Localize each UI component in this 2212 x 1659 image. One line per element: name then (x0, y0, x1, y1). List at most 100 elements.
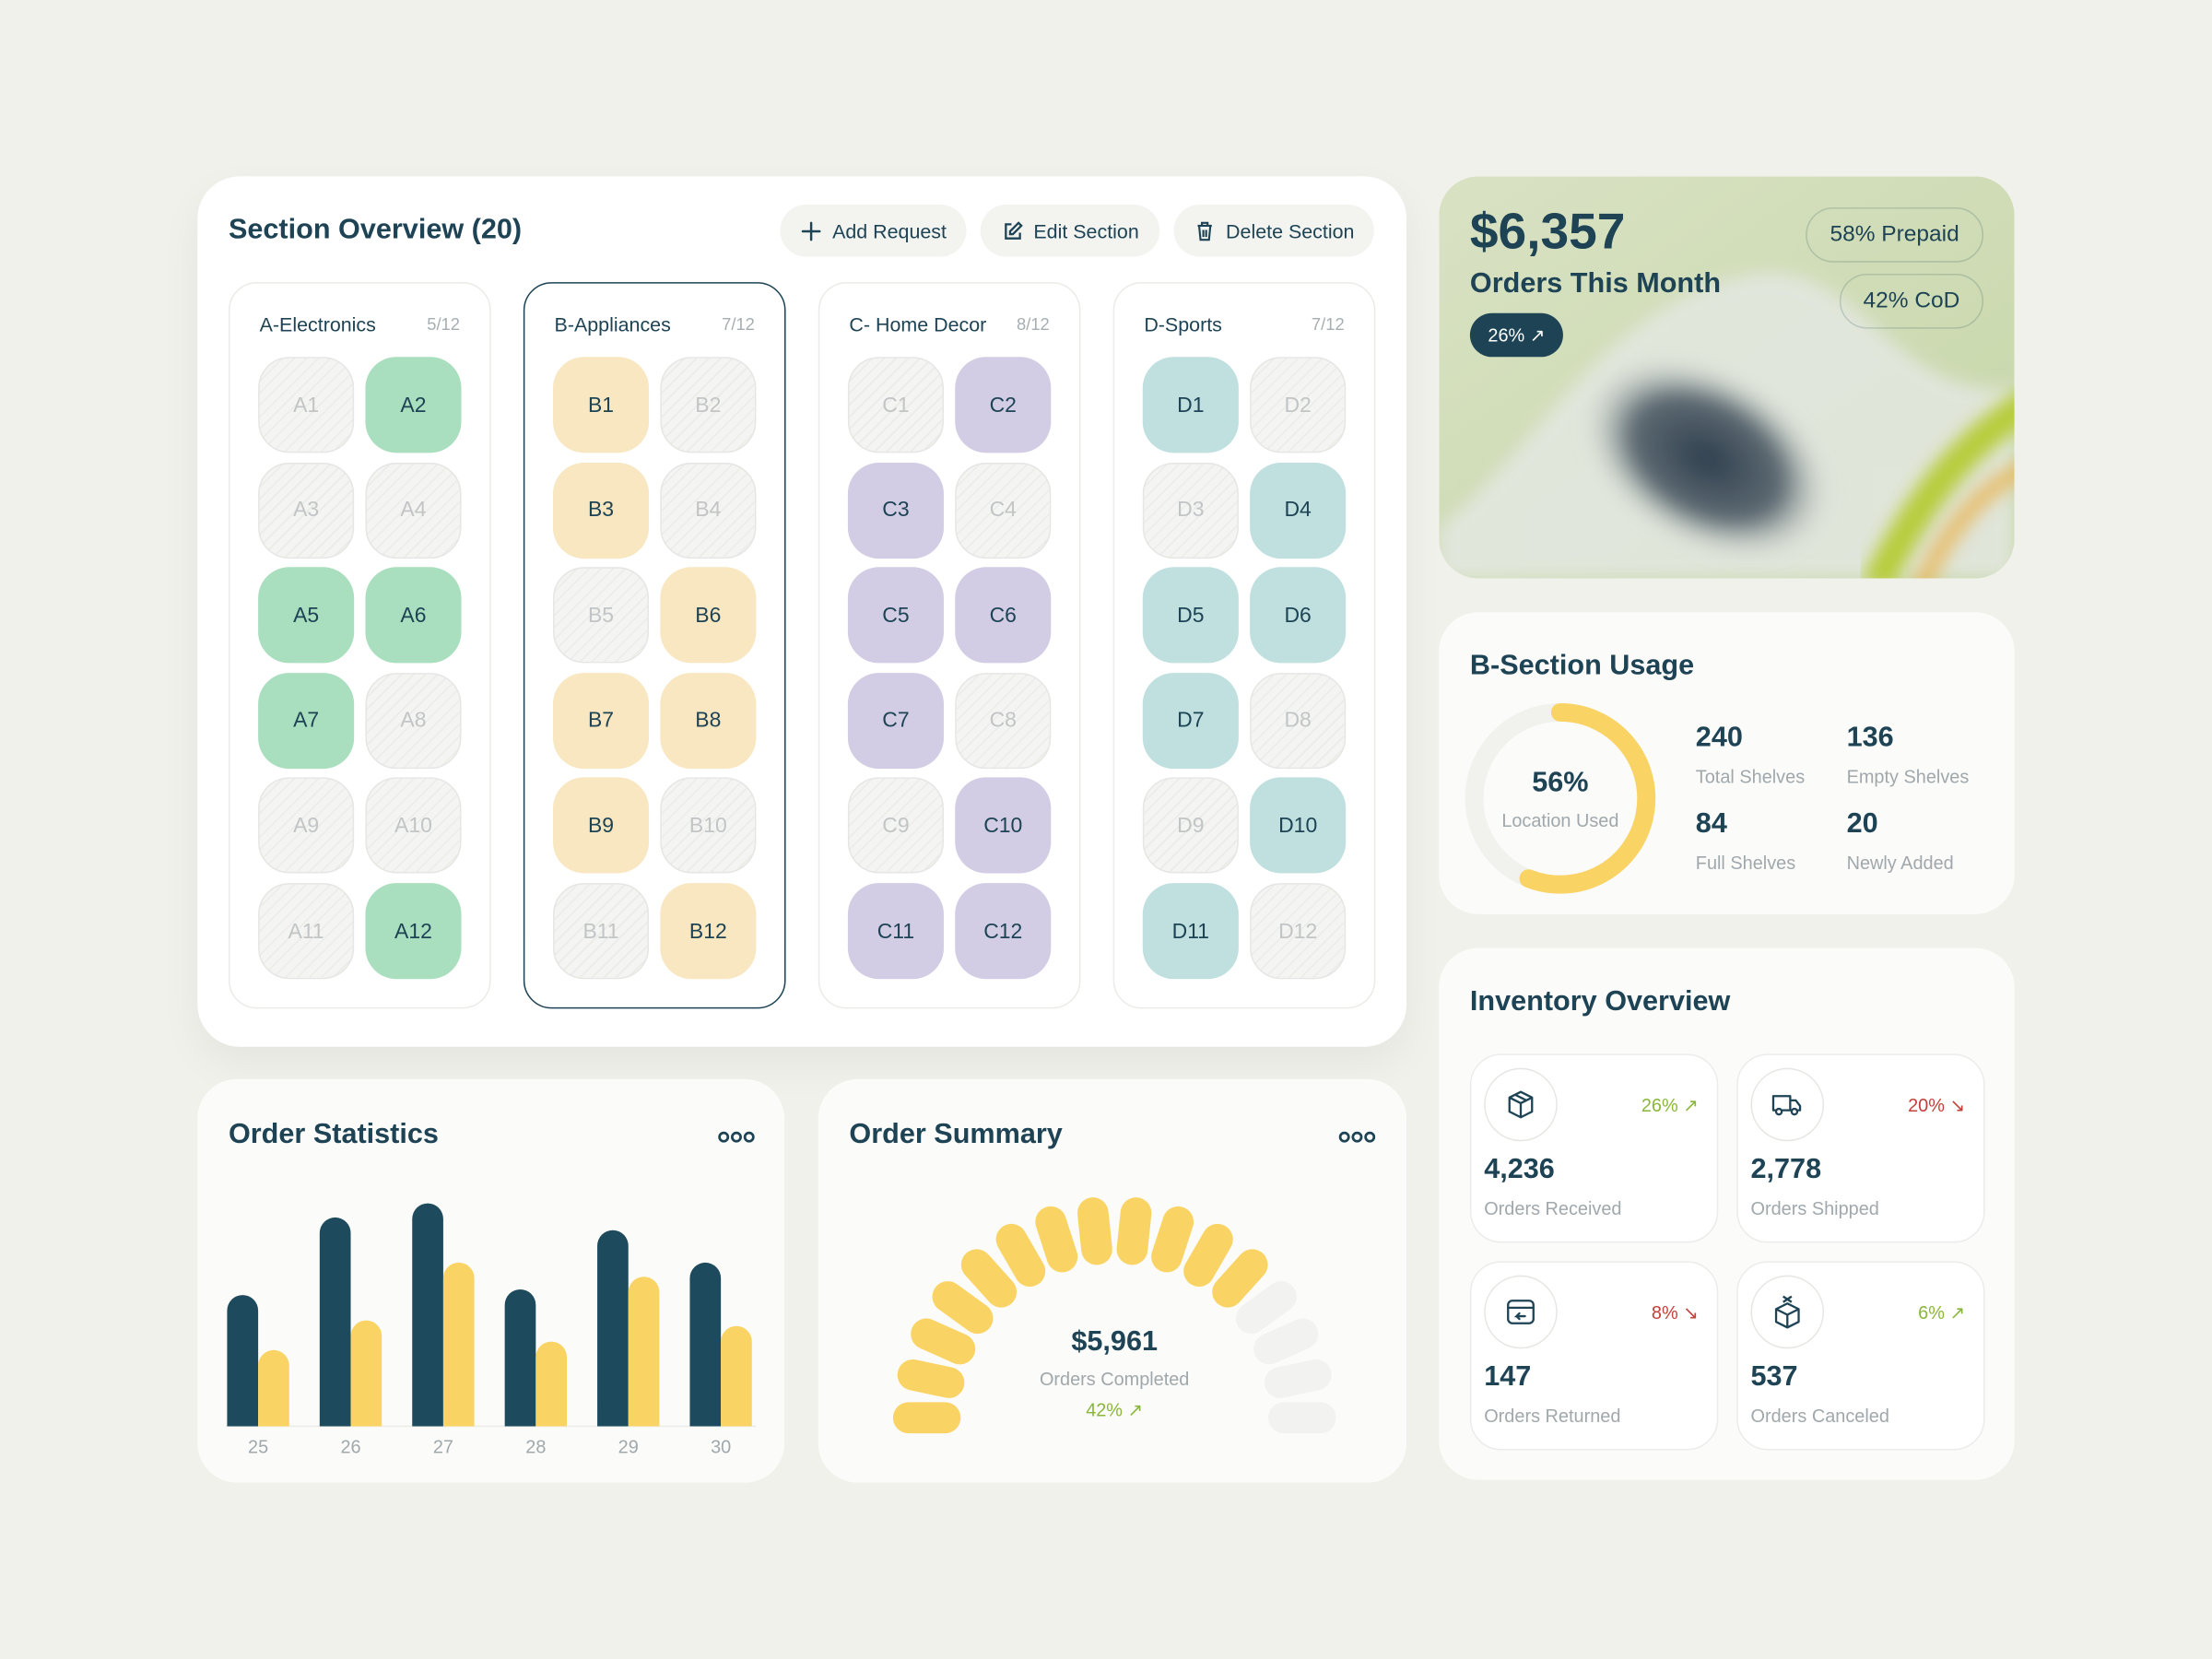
bar (227, 1295, 259, 1427)
button-icon (801, 220, 821, 241)
gauge-segment (1253, 1318, 1319, 1365)
gauge-segment (932, 1281, 994, 1335)
section-name: A-Electronics (259, 312, 376, 336)
slot[interactable]: D2 (1250, 357, 1347, 453)
button-label: Edit Section (1033, 219, 1139, 242)
slot[interactable]: B7 (552, 672, 650, 769)
slot[interactable]: D4 (1250, 462, 1347, 559)
slot[interactable]: D6 (1250, 567, 1347, 664)
slot[interactable]: C2 (955, 357, 1052, 453)
slot[interactable]: D1 (1142, 357, 1239, 453)
menu-dot (1351, 1131, 1363, 1143)
slot[interactable]: D8 (1250, 672, 1347, 769)
card-title: Order Summary (849, 1118, 1063, 1150)
slot[interactable]: C7 (847, 672, 944, 769)
slot[interactable]: B2 (660, 357, 757, 453)
section-column[interactable]: B-Appliances 7/12 B1 B2 B3 B4 B5 B6 B7 B8 B9 B10 B11… (523, 282, 786, 1009)
chart: 25 26 27 28 29 30 (225, 1203, 757, 1458)
slot[interactable]: B11 (552, 883, 650, 980)
slot[interactable]: A12 (365, 883, 462, 980)
slot[interactable]: B5 (552, 567, 650, 664)
slot[interactable]: A7 (258, 672, 355, 769)
slot[interactable]: D10 (1250, 777, 1347, 875)
section-count: 5/12 (427, 314, 460, 335)
slot[interactable]: C9 (847, 777, 944, 875)
bar (504, 1288, 536, 1427)
section-column[interactable]: A-Electronics 5/12 A1 A2 A3 A4 A5 A6 A7 A8 A9 A10 A1… (228, 282, 491, 1009)
stat-label: Full Shelves (1695, 852, 1796, 874)
slot[interactable]: D12 (1250, 883, 1347, 980)
slot[interactable]: A1 (258, 357, 355, 453)
slot[interactable]: D9 (1142, 777, 1239, 875)
slot[interactable]: B8 (660, 672, 757, 769)
slot[interactable]: B4 (660, 462, 757, 559)
section-name: C- Home Decor (849, 312, 987, 336)
slot[interactable]: A6 (365, 567, 462, 664)
slot[interactable]: B1 (552, 357, 650, 453)
amount: $6,357 (1469, 201, 1626, 260)
button-label: Add Request (832, 219, 947, 242)
slot[interactable]: B3 (552, 462, 650, 559)
section-name: B-Appliances (554, 312, 671, 336)
slot[interactable]: B12 (660, 883, 757, 980)
slot[interactable]: D5 (1142, 567, 1239, 664)
tile-change: 8% ↘ (1651, 1301, 1699, 1324)
menu-dot (731, 1131, 742, 1143)
slot[interactable]: B6 (660, 567, 757, 664)
card-background (1439, 176, 2015, 579)
slot[interactable]: C1 (847, 357, 944, 453)
section-column[interactable]: C- Home Decor 8/12 C1 C2 C3 C4 C5 C6 C7 C8 C9 C10 C1… (818, 282, 1081, 1009)
section-count: 8/12 (1017, 314, 1050, 335)
slot[interactable]: C5 (847, 567, 944, 664)
slot[interactable]: D11 (1142, 883, 1239, 980)
slot[interactable]: C12 (955, 883, 1052, 980)
slot[interactable]: C3 (847, 462, 944, 559)
slot[interactable]: D7 (1142, 672, 1239, 769)
bar (721, 1325, 752, 1427)
slot[interactable]: A8 (365, 672, 462, 769)
summary-change: 42% ↗ (1086, 1401, 1143, 1421)
slot[interactable]: C10 (955, 777, 1052, 875)
section-usage-card: B-Section Usage 56% Location Used 240 Total … (1439, 612, 2015, 914)
stat-label: Empty Shelves (1846, 766, 1970, 788)
gauge-segment (995, 1223, 1046, 1288)
action-button[interactable]: Add Request (780, 204, 967, 257)
gauge-segment (1212, 1249, 1268, 1308)
tile-label: Orders Received (1484, 1197, 1622, 1219)
more-menu[interactable] (718, 1130, 755, 1144)
slot[interactable]: B9 (552, 777, 650, 875)
chart: $5,961 Orders Completed 42% ↗ (892, 1197, 1336, 1434)
slot[interactable]: A2 (365, 357, 462, 453)
slot[interactable]: C6 (955, 567, 1052, 664)
bar (412, 1203, 443, 1427)
slot[interactable]: B10 (660, 777, 757, 875)
slot[interactable]: C8 (955, 672, 1052, 769)
gauge-segment (1265, 1359, 1332, 1398)
slot[interactable]: A9 (258, 777, 355, 875)
slot[interactable]: A4 (365, 462, 462, 559)
section-column[interactable]: D-Sports 7/12 D1 D2 D3 D4 D5 D6 D7 D8 D9 D10 D11 D12 (1112, 282, 1376, 1009)
slot[interactable]: C11 (847, 883, 944, 980)
inventory-tile: 6% ↗ 537 Orders Canceled (1736, 1261, 1985, 1451)
bar (628, 1277, 660, 1427)
section-count: 7/12 (722, 314, 755, 335)
action-button[interactable]: Delete Section (1173, 204, 1374, 257)
slot[interactable]: A3 (258, 462, 355, 559)
order-statistics-card: Order Statistics 25 26 27 28 29 30 (197, 1078, 785, 1483)
gauge-segment (960, 1249, 1018, 1308)
tile-change: 26% ↗ (1641, 1094, 1699, 1116)
slot[interactable]: A10 (365, 777, 462, 875)
gauge-segment (1183, 1223, 1233, 1288)
slot[interactable]: D3 (1142, 462, 1239, 559)
slot[interactable]: C4 (955, 462, 1052, 559)
card-title: B-Section Usage (1469, 650, 1695, 682)
tile-value: 2,778 (1750, 1154, 1822, 1185)
x-tick-label: 28 (525, 1438, 546, 1458)
inventory-overview-card: Inventory Overview 26% ↗ 4,236 Orders Recei… (1439, 947, 2015, 1480)
action-button[interactable]: Edit Section (980, 204, 1160, 257)
slot[interactable]: A11 (258, 883, 355, 980)
stat-value: 136 (1846, 722, 1894, 754)
more-menu[interactable] (1338, 1130, 1376, 1144)
slot[interactable]: A5 (258, 567, 355, 664)
